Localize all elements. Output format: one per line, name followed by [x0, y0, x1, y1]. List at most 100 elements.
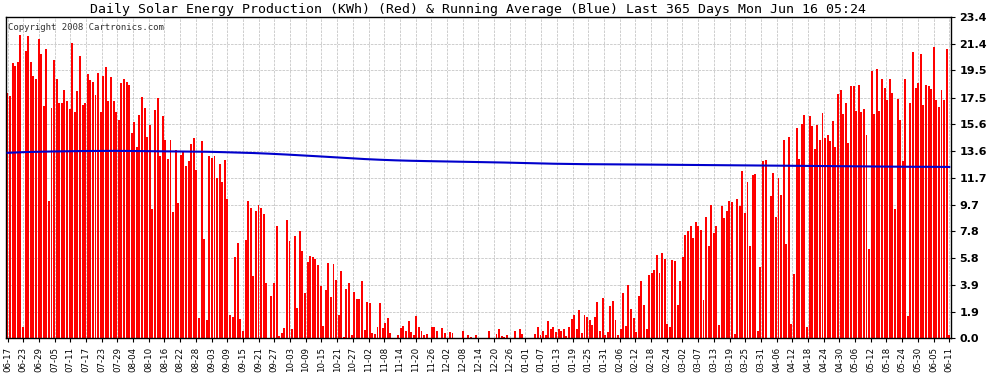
Bar [278, 336, 280, 338]
Bar [724, 219, 725, 338]
Bar [663, 259, 665, 338]
Bar [283, 328, 285, 338]
Bar [641, 280, 643, 338]
Bar [731, 201, 733, 338]
Bar [66, 101, 68, 338]
Bar [612, 301, 614, 338]
Bar [537, 327, 539, 338]
Bar [436, 331, 438, 338]
Bar [591, 325, 593, 338]
Bar [830, 141, 832, 338]
Bar [690, 226, 692, 338]
Bar [94, 95, 96, 338]
Bar [656, 255, 658, 338]
Bar [610, 306, 611, 338]
Bar [442, 328, 444, 338]
Bar [434, 327, 436, 338]
Bar [931, 90, 933, 338]
Bar [775, 217, 777, 338]
Bar [596, 302, 598, 338]
Bar [806, 327, 808, 338]
Bar [661, 253, 663, 338]
Bar [185, 166, 187, 338]
Bar [115, 112, 117, 338]
Bar [224, 160, 226, 338]
Bar [136, 147, 138, 338]
Bar [353, 292, 355, 338]
Bar [462, 332, 464, 338]
Bar [413, 334, 415, 338]
Bar [796, 128, 798, 338]
Bar [469, 337, 471, 338]
Bar [710, 206, 712, 338]
Bar [840, 90, 842, 338]
Bar [945, 49, 947, 338]
Bar [943, 100, 945, 338]
Bar [633, 318, 635, 338]
Bar [275, 226, 277, 338]
Bar [270, 296, 272, 338]
Bar [348, 283, 350, 338]
Bar [363, 330, 365, 338]
Bar [881, 79, 883, 338]
Bar [190, 144, 192, 338]
Bar [50, 108, 52, 338]
Bar [555, 332, 557, 338]
Bar [257, 205, 259, 338]
Bar [713, 233, 715, 338]
Bar [172, 212, 174, 338]
Bar [371, 333, 373, 338]
Bar [123, 79, 125, 338]
Bar [315, 259, 317, 338]
Bar [387, 318, 389, 338]
Bar [594, 317, 596, 338]
Title: Daily Solar Energy Production (KWh) (Red) & Running Average (Blue) Last 365 Days: Daily Solar Energy Production (KWh) (Red… [90, 3, 866, 16]
Bar [208, 156, 210, 338]
Bar [174, 150, 176, 338]
Bar [804, 116, 805, 338]
Bar [692, 238, 694, 338]
Bar [918, 82, 919, 338]
Bar [700, 230, 702, 338]
Bar [746, 182, 748, 338]
Bar [286, 220, 288, 338]
Bar [374, 333, 376, 338]
Bar [729, 201, 731, 338]
Bar [12, 63, 14, 338]
Bar [291, 328, 293, 338]
Bar [46, 50, 48, 338]
Bar [684, 235, 686, 338]
Bar [294, 236, 296, 338]
Bar [102, 76, 104, 338]
Bar [206, 320, 208, 338]
Bar [43, 106, 45, 338]
Bar [20, 34, 22, 338]
Bar [154, 110, 156, 338]
Bar [302, 251, 304, 338]
Bar [368, 303, 370, 338]
Bar [506, 335, 508, 338]
Bar [92, 82, 94, 338]
Bar [421, 331, 423, 338]
Bar [824, 138, 826, 338]
Bar [817, 125, 819, 338]
Bar [770, 196, 772, 338]
Bar [568, 327, 570, 338]
Bar [498, 329, 500, 338]
Bar [726, 211, 728, 338]
Bar [76, 91, 78, 338]
Bar [842, 114, 844, 338]
Bar [653, 270, 655, 338]
Bar [742, 171, 743, 338]
Bar [214, 156, 216, 338]
Bar [33, 76, 35, 338]
Bar [38, 39, 40, 338]
Bar [97, 73, 99, 338]
Bar [562, 329, 564, 338]
Bar [193, 138, 195, 338]
Bar [444, 333, 446, 338]
Bar [379, 303, 381, 338]
Bar [628, 285, 630, 338]
Bar [142, 97, 143, 338]
Bar [198, 318, 200, 338]
